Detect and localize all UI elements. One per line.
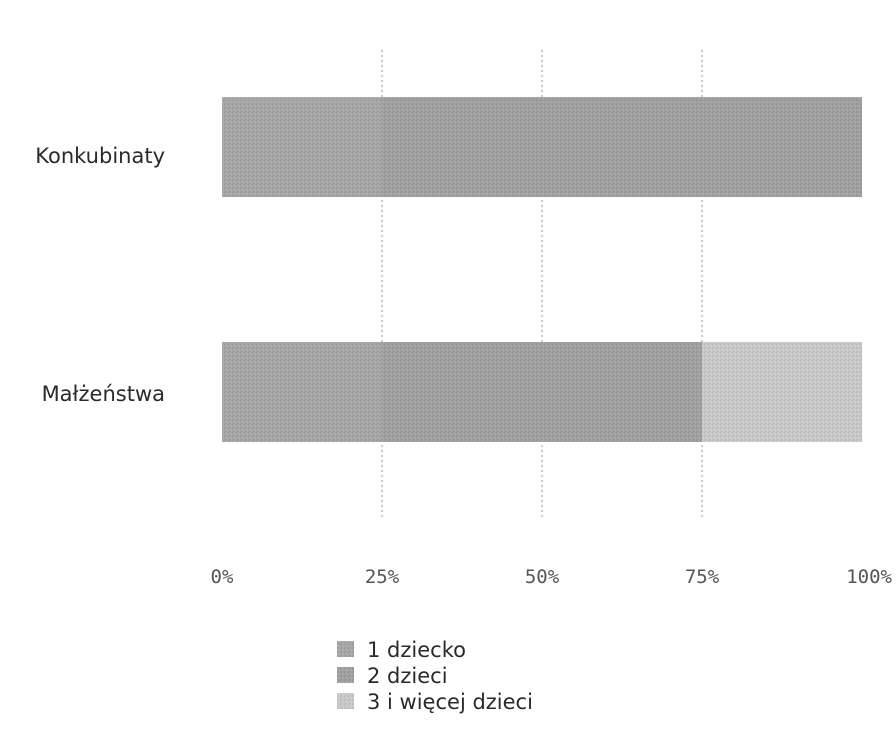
bar-segment-texture <box>222 342 382 442</box>
category-label-malzenstwa: Małżeństwa <box>42 382 165 406</box>
legend-label: 3 i więcej dzieci <box>367 690 533 714</box>
legend-label: 1 dziecko <box>367 638 466 662</box>
bar-segment-texture <box>382 97 862 197</box>
x-tick-label: 50% <box>525 566 560 588</box>
bar-segment-texture <box>702 342 862 442</box>
x-tick-label: 100% <box>846 566 892 588</box>
legend-label: 2 dzieci <box>367 664 448 688</box>
legend-swatch-texture <box>337 693 354 709</box>
bar-segment-texture <box>382 342 702 442</box>
x-tick-label: 0% <box>211 566 234 588</box>
x-tick-label: 25% <box>365 566 400 588</box>
category-labels: Konkubinaty Małżeństwa <box>35 144 165 406</box>
category-label-konkubinaty: Konkubinaty <box>35 144 165 168</box>
x-tick-label: 75% <box>685 566 720 588</box>
bars <box>222 97 862 442</box>
x-axis-tick-labels: 0% 25% 50% 75% 100% <box>211 566 893 588</box>
legend-swatch-texture <box>337 641 354 657</box>
bar-segment-texture <box>222 97 382 197</box>
legend-swatch-texture <box>337 667 354 683</box>
